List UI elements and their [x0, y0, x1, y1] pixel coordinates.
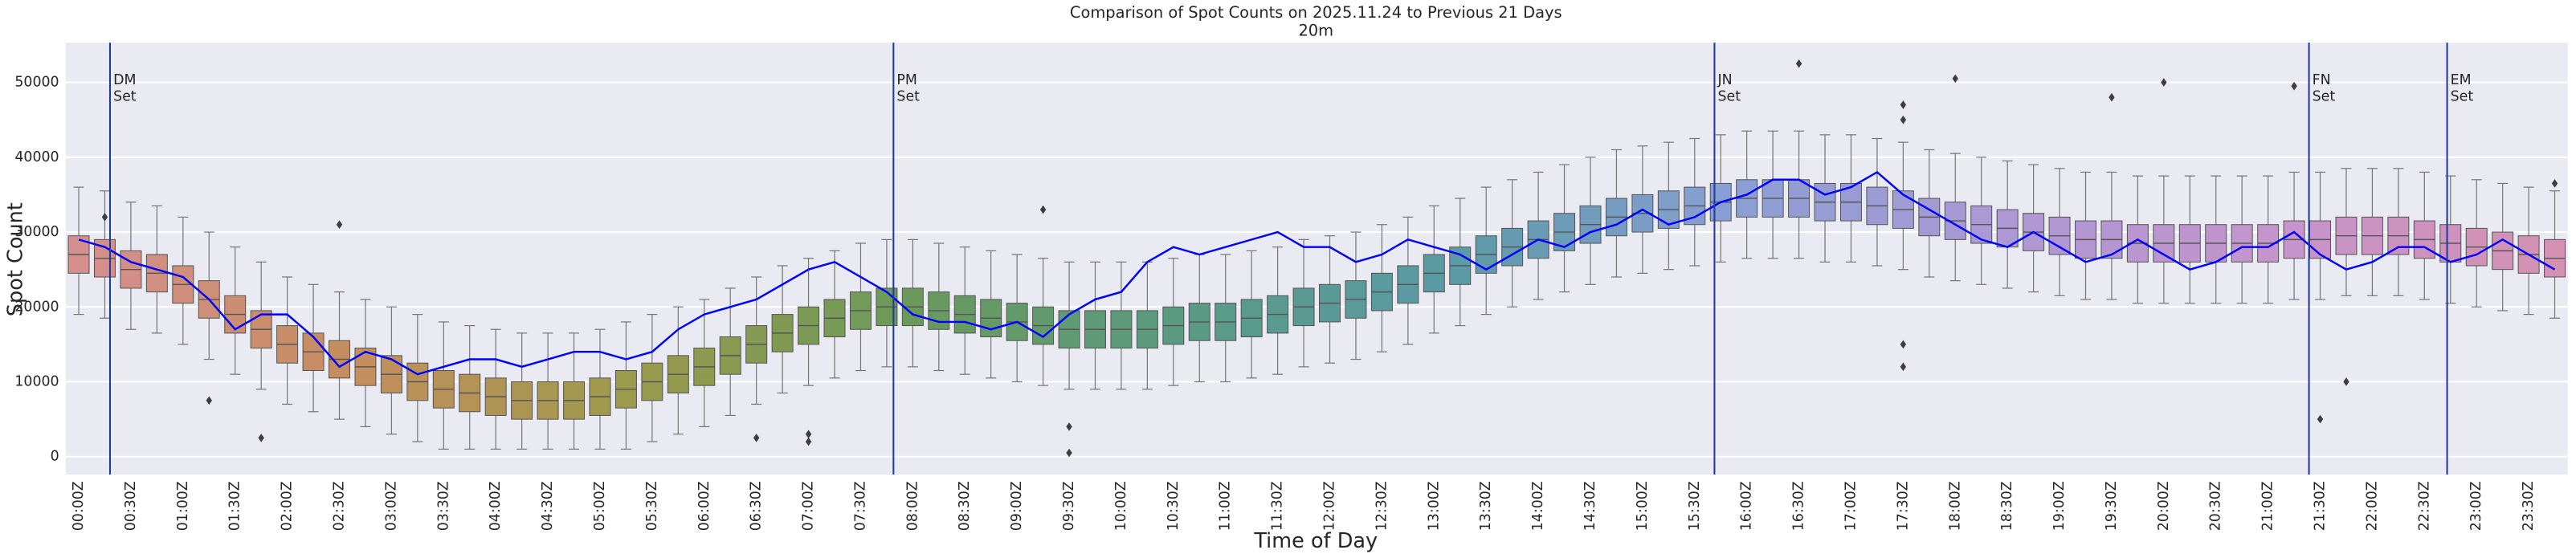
outlier	[1066, 422, 1072, 431]
x-tick-label: 01:00Z	[175, 481, 191, 531]
annotation-label: PM	[896, 72, 917, 88]
x-tick-label: 16:00Z	[1739, 481, 1755, 531]
chart-title: Comparison of Spot Counts on 2025.11.24 …	[1070, 3, 1562, 22]
x-tick-label: 20:30Z	[2208, 481, 2224, 531]
x-tick-label: 05:00Z	[592, 481, 608, 531]
x-tick-label: 13:30Z	[1478, 481, 1494, 531]
annotation-label: FN	[2313, 72, 2331, 88]
x-tick-label: 20:00Z	[2156, 481, 2172, 531]
y-tick-label: 40000	[14, 149, 59, 165]
x-tick-label: 17:30Z	[1895, 481, 1911, 531]
x-tick-label: 10:00Z	[1113, 481, 1129, 531]
outlier	[1039, 205, 1047, 214]
annotation-label: Set	[2451, 89, 2474, 105]
y-tick-label: 30000	[14, 224, 59, 240]
x-axis-label: Time of Day	[1253, 529, 1378, 553]
x-tick-label: 06:30Z	[749, 481, 765, 531]
x-tick-label: 10:30Z	[1166, 481, 1182, 531]
y-tick-label: 10000	[14, 373, 59, 389]
annotation-label: Set	[113, 89, 137, 105]
x-tick-label: 12:30Z	[1374, 481, 1390, 531]
x-tick-label: 09:30Z	[1061, 481, 1077, 531]
x-tick-label: 04:30Z	[540, 481, 556, 531]
x-tick-label: 04:00Z	[488, 481, 504, 531]
outlier	[2109, 92, 2115, 102]
x-tick-label: 15:30Z	[1687, 481, 1703, 531]
x-tick-label: 07:30Z	[852, 481, 868, 531]
y-tick-label: 20000	[14, 299, 59, 315]
x-tick-label: 23:30Z	[2521, 481, 2537, 531]
x-tick-label: 18:00Z	[1947, 481, 1963, 531]
outlier	[1900, 362, 1907, 372]
x-tick-label: 17:00Z	[1843, 481, 1859, 531]
x-tick-label: 19:30Z	[2104, 481, 2120, 531]
x-tick-label: 23:00Z	[2468, 481, 2484, 531]
x-tick-label: 08:30Z	[957, 481, 973, 531]
x-tick-label: 01:30Z	[227, 481, 243, 531]
annotation-label: Set	[1718, 89, 1741, 105]
current-day-line	[78, 170, 2556, 376]
outlier	[1066, 448, 1072, 458]
x-tick-label: 21:30Z	[2313, 481, 2329, 531]
outlier	[1900, 115, 1907, 124]
outlier	[336, 220, 343, 230]
outlier	[805, 430, 812, 439]
outlier	[1900, 100, 1907, 109]
x-tick-label: 00:00Z	[71, 481, 87, 531]
annotation-label: Set	[2313, 89, 2336, 105]
outlier	[805, 437, 812, 446]
x-tick-label: 11:00Z	[1218, 481, 1234, 531]
annotation-label: JN	[1717, 72, 1733, 88]
x-tick-label: 14:00Z	[1530, 481, 1546, 531]
outlier	[753, 434, 760, 442]
y-axis-label: Spot Count	[3, 202, 27, 316]
x-tick-label: 13:00Z	[1426, 481, 1442, 531]
x-tick-label: 02:30Z	[332, 481, 348, 531]
annotation-label: DM	[113, 72, 136, 88]
x-tick-label: 12:00Z	[1322, 481, 1338, 531]
y-tick-label: 50000	[14, 75, 59, 91]
x-tick-label: 09:00Z	[1009, 481, 1025, 531]
x-tick-label: 00:30Z	[123, 481, 139, 531]
x-tick-label: 02:00Z	[280, 481, 296, 531]
annotation-label: Set	[896, 89, 920, 105]
x-tick-label: 19:00Z	[2051, 481, 2068, 531]
outlier	[206, 396, 212, 405]
x-tick-label: 06:00Z	[696, 481, 712, 531]
outlier	[1795, 59, 1802, 68]
x-tick-label: 21:00Z	[2260, 481, 2276, 531]
x-tick-label: 22:30Z	[2416, 481, 2432, 531]
x-tick-label: 05:30Z	[644, 481, 660, 531]
x-tick-label: 15:00Z	[1635, 481, 1651, 531]
outlier	[2317, 414, 2324, 424]
x-tick-label: 22:00Z	[2364, 481, 2380, 531]
plot-area	[65, 43, 2568, 475]
x-tick-label: 03:30Z	[435, 481, 451, 531]
x-tick-label: 14:30Z	[1582, 481, 1598, 531]
outlier	[1900, 340, 1907, 349]
y-tick-label: 0	[51, 449, 59, 465]
outlier	[2291, 81, 2297, 91]
x-tick-label: 18:30Z	[1999, 481, 2015, 531]
outlier	[2343, 377, 2349, 386]
chart-subtitle: 20m	[1298, 21, 1333, 39]
x-tick-label: 07:00Z	[801, 481, 817, 531]
annotation-label: EM	[2451, 72, 2472, 88]
x-tick-label: 16:30Z	[1791, 481, 1807, 531]
outlier	[258, 434, 264, 442]
x-tick-label: 08:00Z	[904, 481, 921, 531]
x-tick-label: 11:30Z	[1270, 481, 1286, 531]
x-tick-label: 03:00Z	[383, 481, 399, 531]
